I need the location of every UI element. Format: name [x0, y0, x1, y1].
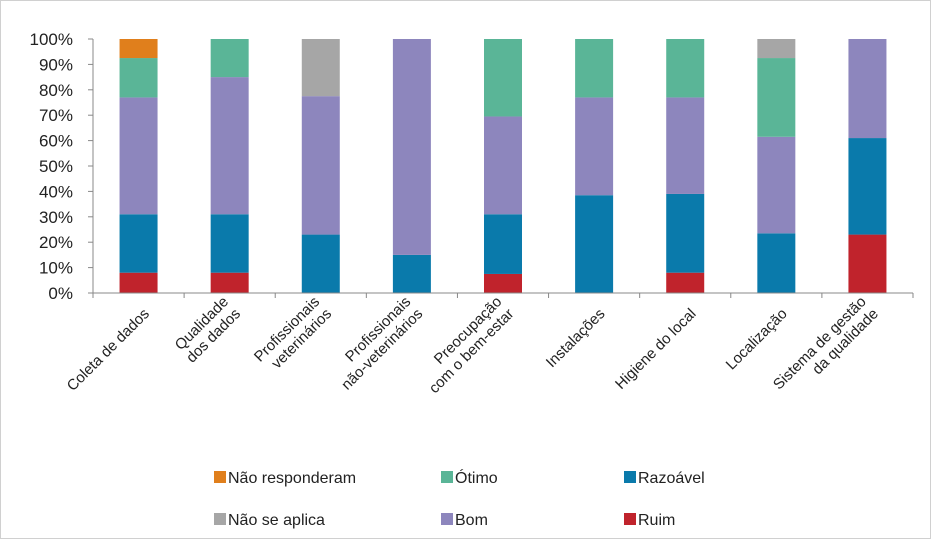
bar-segment [392, 39, 431, 255]
legend-swatch [214, 513, 226, 525]
bar-segment [119, 97, 158, 215]
bar-segment [757, 39, 796, 59]
bar-segment [575, 39, 614, 98]
legend-swatch [214, 471, 226, 483]
bar-segment [210, 214, 249, 273]
legend-item: Bom [441, 512, 488, 529]
bar-segment [757, 136, 796, 234]
legend-label: Ruim [638, 512, 675, 529]
category-label: Instalações [543, 305, 609, 371]
bar-segment [210, 77, 249, 215]
bar-segment [666, 272, 705, 293]
y-tick-label: 10% [39, 259, 73, 278]
bar-segment [392, 254, 431, 293]
bar-segment [484, 273, 522, 293]
bar-segment [666, 39, 705, 98]
category-label-line: Coleta de dados [64, 305, 153, 394]
legend-label: Bom [455, 512, 488, 529]
x-axis [92, 292, 914, 298]
category-label-line: Higiene do local [612, 305, 700, 393]
bar-segment [666, 193, 705, 273]
bar-segment [484, 116, 522, 215]
bar-segment [119, 58, 158, 98]
bar-segment [119, 214, 158, 273]
legend: Não responderam Ótimo Razoável Não se aplic… [214, 468, 705, 529]
y-tick-label: 30% [39, 208, 73, 227]
legend-item: Não se aplica [214, 512, 325, 529]
bar-segment [757, 233, 796, 293]
y-tick-label: 20% [39, 233, 73, 252]
category-label: Coleta de dados [64, 305, 153, 394]
bar-segment [210, 272, 249, 293]
y-axis: 0% 10% 20% 30% 40% 50% 60% 70% 80% 90% 100% [30, 30, 94, 303]
bar-segment [666, 97, 705, 194]
bars [119, 39, 887, 293]
y-tick-label: 100% [30, 30, 73, 49]
category-label: Higiene do local [612, 305, 700, 393]
legend-swatch [441, 471, 453, 483]
legend-item: Razoável [624, 470, 705, 487]
category-label: Localização [723, 305, 791, 373]
y-tick-label: 80% [39, 81, 73, 100]
legend-item: Ruim [624, 512, 675, 529]
bar-segment [484, 214, 522, 274]
y-tick-label: 90% [39, 55, 73, 74]
legend-swatch [441, 513, 453, 525]
bar-segment [301, 96, 340, 235]
bar-segment [301, 234, 340, 293]
category-label-line: Localização [723, 305, 791, 373]
category-label-line: Instalações [543, 305, 609, 371]
bar-segment [119, 272, 158, 293]
legend-item: Não responderam [214, 470, 356, 487]
y-tick-label: 70% [39, 106, 73, 125]
legend-label: Não se aplica [228, 512, 325, 529]
bar-segment [575, 97, 614, 196]
y-tick-label: 50% [39, 157, 73, 176]
bar-segment [119, 39, 158, 59]
legend-swatch [624, 471, 636, 483]
bar-segment [484, 39, 522, 117]
legend-item: Ótimo [441, 468, 498, 487]
y-tick-label: 0% [48, 284, 73, 303]
bar-segment [848, 234, 887, 293]
legend-label: Não responderam [228, 470, 356, 487]
legend-label: Ótimo [455, 468, 498, 487]
legend-label: Razoável [638, 470, 705, 487]
bar-segment [210, 39, 249, 78]
legend-swatch [624, 513, 636, 525]
y-tick-label: 60% [39, 132, 73, 151]
bar-segment [848, 39, 887, 139]
bar-segment [301, 39, 340, 97]
bar-segment [575, 195, 614, 293]
bar-segment [757, 58, 796, 137]
y-tick-label: 40% [39, 182, 73, 201]
bar-segment [848, 138, 887, 235]
